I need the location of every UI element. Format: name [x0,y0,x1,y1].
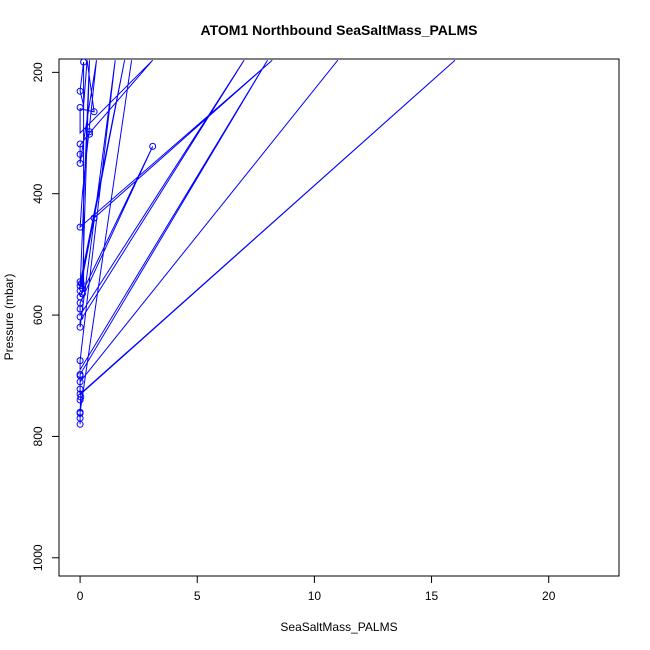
data-point-26 [76,378,84,386]
y-tick-label-2: 600 [31,305,45,325]
data-point-12 [76,278,84,286]
data-point-15 [78,284,86,292]
marker-layer [76,58,157,428]
data-point-8 [76,150,84,158]
data-point-29 [77,393,85,401]
data-point-32 [76,409,84,417]
data-point-23 [76,357,84,365]
x-tick-label-1: 5 [194,589,201,603]
chart-title: ATOM1 Northbound SeaSaltMass_PALMS [201,22,478,38]
data-point-4 [86,128,93,136]
data-point-3 [90,108,98,116]
y-axis: 200 400 600 800 1000 [31,62,59,571]
x-axis-label: SeaSaltMass_PALMS [280,620,397,634]
y-tick-label-3: 800 [31,426,45,446]
x-tick-label-0: 0 [77,589,84,603]
y-tick-label-1: 400 [31,183,45,203]
data-point-2 [76,104,84,111]
y-tick-label-0: 200 [31,62,45,82]
data-point-0 [80,58,88,66]
data-point-27 [76,385,84,393]
data-point-9 [76,159,84,167]
data-point-10 [90,214,98,222]
plot-frame [58,58,620,577]
data-point-22 [76,323,84,331]
data-point-20 [76,305,84,313]
data-point-5 [86,130,93,138]
x-tick-label-2: 10 [308,589,322,603]
y-tick-label-4: 1000 [31,544,45,571]
data-point-34 [76,420,84,428]
series-line-0 [79,59,456,425]
data-point-11 [76,223,84,231]
x-axis: 0 5 10 15 20 [77,576,556,603]
y-axis-label: Pressure (mbar) [2,274,16,361]
data-point-6 [149,142,157,150]
series-layer [79,59,456,425]
data-point-7 [76,140,84,148]
data-point-30 [76,396,84,404]
data-point-21 [76,313,84,321]
x-tick-label-4: 20 [542,589,556,603]
data-point-1 [76,87,84,95]
x-tick-label-3: 15 [425,589,439,603]
